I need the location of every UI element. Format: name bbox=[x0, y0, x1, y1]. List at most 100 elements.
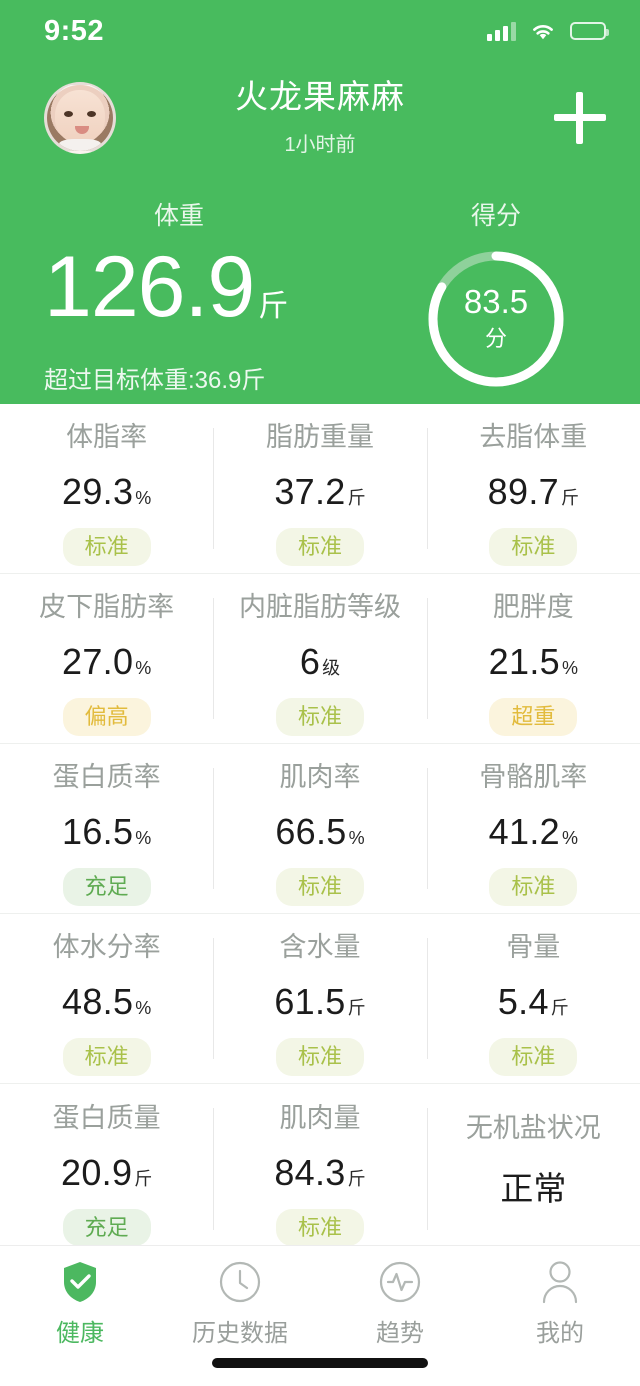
metric-value: 41.2% bbox=[489, 811, 578, 853]
weight-block: 体重 126.9 斤 超过目标体重:36.9斤 bbox=[44, 196, 396, 395]
status-bar-icons bbox=[487, 21, 609, 41]
weight-target-note: 超过目标体重:36.9斤 bbox=[44, 367, 266, 394]
add-record-button[interactable] bbox=[554, 92, 606, 144]
metric-title: 无机盐状况 bbox=[465, 1112, 601, 1143]
status-badge: 标准 bbox=[275, 1038, 364, 1076]
metric-card[interactable]: 去脂体重 89.7 斤标准 bbox=[426, 404, 640, 573]
metric-unit: % bbox=[135, 488, 152, 509]
tab-shield-check[interactable]: 健康 bbox=[0, 1260, 160, 1348]
battery-icon bbox=[570, 22, 609, 40]
metric-title: 脂肪重量 bbox=[265, 422, 374, 453]
metric-card[interactable]: 骨骼肌率 41.2% 标准 bbox=[426, 744, 640, 913]
status-badge: 标准 bbox=[275, 1208, 364, 1247]
metric-value: 66.5% bbox=[275, 811, 364, 853]
pulse-circle-icon bbox=[379, 1260, 421, 1304]
metric-card[interactable]: 皮下脂肪率 27.0% 偏高 bbox=[0, 574, 213, 743]
status-badge: 超重 bbox=[489, 698, 578, 736]
score-ring-text: 83.5 分 bbox=[423, 246, 569, 392]
metric-card[interactable]: 肥胖度 21.5% 超重 bbox=[426, 574, 640, 743]
metric-number: 84.3 bbox=[274, 1151, 346, 1193]
metric-title: 蛋白质率 bbox=[52, 762, 161, 793]
status-badge: 标准 bbox=[62, 528, 151, 566]
avatar[interactable] bbox=[44, 82, 116, 154]
metric-card[interactable]: 内脏脂肪等级 6 级标准 bbox=[213, 574, 426, 743]
status-bar: 9:52 bbox=[0, 0, 640, 62]
metric-title: 体水分率 bbox=[52, 932, 161, 963]
metric-title: 肌肉量 bbox=[279, 1102, 361, 1133]
metric-title: 含水量 bbox=[279, 932, 361, 963]
metric-number: 27.0 bbox=[62, 641, 134, 683]
tab-label: 我的 bbox=[536, 1320, 584, 1347]
status-badge: 偏高 bbox=[62, 698, 151, 736]
metric-value: 61.5 斤 bbox=[274, 981, 365, 1023]
metric-number: 37.2 bbox=[274, 471, 346, 513]
metric-number: 61.5 bbox=[274, 981, 346, 1023]
metric-title: 骨骼肌率 bbox=[479, 762, 588, 793]
status-badge: 标准 bbox=[275, 528, 364, 566]
summary-stats: 体重 126.9 斤 超过目标体重:36.9斤 得分 83.5 分 bbox=[0, 174, 640, 395]
weight-unit: 斤 bbox=[258, 290, 289, 323]
metric-value: 20.9 斤 bbox=[61, 1152, 152, 1194]
tab-pulse-circle[interactable]: 趋势 bbox=[320, 1260, 480, 1348]
metric-card[interactable]: 无机盐状况 正常 bbox=[426, 1084, 640, 1254]
tab-clock[interactable]: 历史数据 bbox=[160, 1260, 320, 1348]
metric-title: 皮下脂肪率 bbox=[39, 592, 175, 623]
metric-number: 66.5 bbox=[275, 811, 347, 853]
metric-unit: 斤 bbox=[550, 998, 569, 1019]
status-badge: 标准 bbox=[489, 1038, 578, 1076]
metric-number: 29.3 bbox=[62, 471, 134, 513]
score-unit: 分 bbox=[484, 326, 507, 352]
metric-title: 蛋白质量 bbox=[52, 1102, 161, 1133]
metric-title: 肌肉率 bbox=[279, 762, 361, 793]
metric-value: 5.4 斤 bbox=[498, 981, 569, 1023]
metric-card[interactable]: 体脂率 29.3% 标准 bbox=[0, 404, 213, 573]
person-icon bbox=[539, 1260, 581, 1304]
weight-value: 126.9 斤 bbox=[44, 244, 396, 330]
metric-card[interactable]: 体水分率 48.5% 标准 bbox=[0, 914, 213, 1083]
metric-title: 肥胖度 bbox=[492, 592, 574, 623]
wifi-icon bbox=[530, 22, 556, 41]
metric-card[interactable]: 肌肉量 84.3 斤标准 bbox=[213, 1084, 426, 1254]
tab-label: 历史数据 bbox=[192, 1320, 288, 1347]
metric-value: 89.7 斤 bbox=[488, 471, 579, 513]
metric-card[interactable]: 肌肉率 66.5% 标准 bbox=[213, 744, 426, 913]
metric-card[interactable]: 蛋白质率 16.5% 充足 bbox=[0, 744, 213, 913]
signal-bars-icon bbox=[487, 21, 516, 41]
status-badge: 标准 bbox=[62, 1038, 151, 1076]
metric-text-value: 正常 bbox=[500, 1169, 567, 1207]
metric-number: 6 bbox=[299, 641, 321, 683]
shield-check-icon bbox=[60, 1260, 100, 1304]
metric-unit: % bbox=[561, 828, 578, 849]
metric-title: 体脂率 bbox=[66, 422, 148, 453]
metric-unit: % bbox=[135, 658, 152, 679]
metric-number: 41.2 bbox=[488, 811, 560, 853]
score-value: 83.5 bbox=[463, 282, 529, 320]
weight-number: 126.9 bbox=[44, 239, 255, 335]
metric-value: 48.5% bbox=[62, 981, 151, 1023]
tab-label: 趋势 bbox=[376, 1320, 424, 1347]
metric-card[interactable]: 含水量 61.5 斤标准 bbox=[213, 914, 426, 1083]
metric-card[interactable]: 蛋白质量 20.9 斤充足 bbox=[0, 1084, 213, 1254]
metric-number: 16.5 bbox=[62, 811, 134, 853]
tab-person[interactable]: 我的 bbox=[480, 1260, 640, 1348]
metric-card[interactable]: 骨量 5.4 斤标准 bbox=[426, 914, 640, 1083]
status-badge: 充足 bbox=[62, 1208, 151, 1247]
score-block: 得分 83.5 分 bbox=[396, 196, 596, 395]
metric-value: 84.3 斤 bbox=[274, 1152, 365, 1194]
metric-unit: 斤 bbox=[134, 1168, 153, 1189]
metric-unit: 斤 bbox=[560, 488, 579, 509]
status-badge: 标准 bbox=[489, 528, 578, 566]
metric-number: 21.5 bbox=[488, 641, 560, 683]
status-badge: 标准 bbox=[275, 868, 364, 906]
metric-unit: % bbox=[135, 998, 152, 1019]
metric-card[interactable]: 脂肪重量 37.2 斤标准 bbox=[213, 404, 426, 573]
metric-row: 皮下脂肪率 27.0% 偏高 内脏脂肪等级 6 级标准 肥胖度 21.5% 超重 bbox=[0, 574, 640, 744]
profile-row: 火龙果麻麻 1小时前 bbox=[0, 62, 640, 174]
metric-row: 体水分率 48.5% 标准 含水量 61.5 斤标准 骨量 5.4 斤标准 bbox=[0, 914, 640, 1084]
metric-unit: 级 bbox=[322, 658, 341, 679]
metric-unit: 斤 bbox=[347, 998, 366, 1019]
metric-unit: % bbox=[561, 658, 578, 679]
metric-title: 去脂体重 bbox=[479, 422, 588, 453]
